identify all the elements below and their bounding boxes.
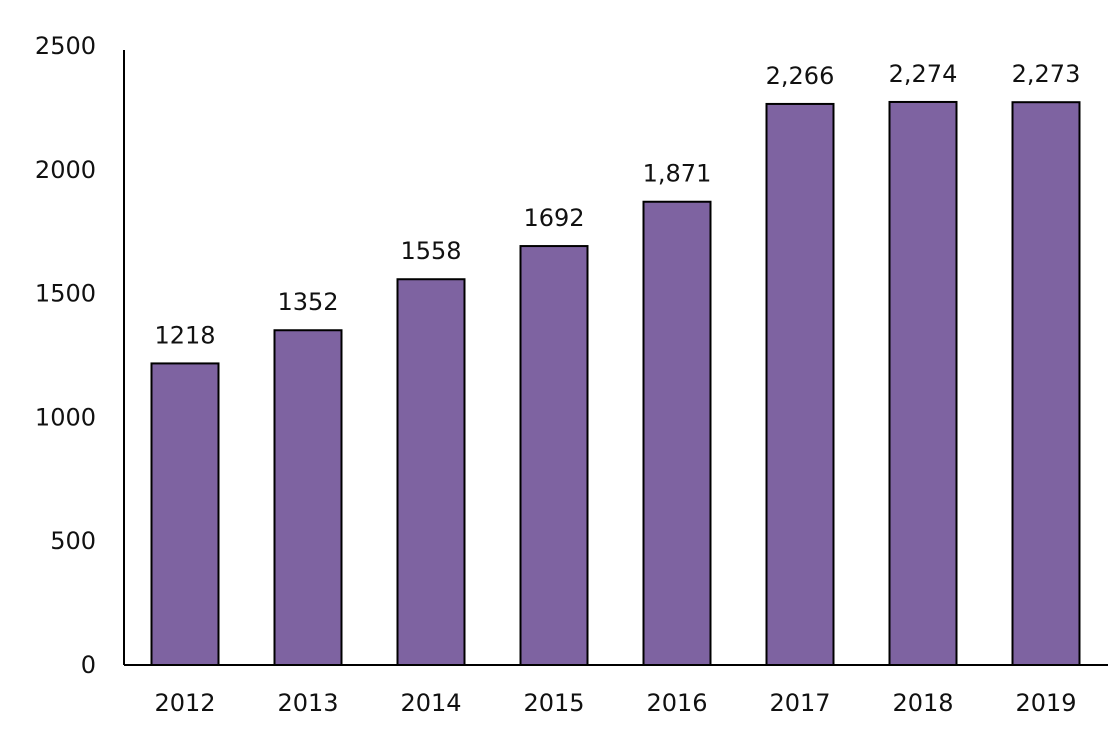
x-tick-label-2015: 2015 [523,689,584,717]
data-label-2012: 1218 [154,321,215,349]
y-tick-label: 1500 [35,280,96,308]
x-tick-label-2014: 2014 [400,689,461,717]
data-label-2019: 2,273 [1012,60,1081,88]
data-label-2014: 1558 [400,237,461,265]
bar-2018 [888,100,958,667]
y-tick-label: 2000 [35,156,96,184]
bar-2014 [396,278,466,666]
data-labels-group: 1218 1352 1558 1692 1,871 2,266 2,274 2,273 [154,60,1080,349]
x-tick-label-2017: 2017 [769,689,830,717]
x-tick-label-2018: 2018 [892,689,953,717]
bar-2017 [765,102,835,666]
bar-2012 [150,362,220,666]
bar-2019 [1011,101,1081,666]
data-label-2016: 1,871 [643,160,712,188]
y-tick-label: 0 [81,651,96,679]
bar-2013 [273,329,343,666]
bar-2015 [519,245,589,667]
data-label-2018: 2,274 [889,60,958,88]
bar-2016 [642,200,712,667]
x-tick-label-2013: 2013 [277,689,338,717]
data-label-2017: 2,266 [766,62,835,90]
x-tick-label-2012: 2012 [154,689,215,717]
y-tick-label: 2500 [35,32,96,60]
bars-group [150,100,1081,667]
x-tick-label-2016: 2016 [646,689,707,717]
data-label-2015: 1692 [523,204,584,232]
y-tick-label: 500 [50,527,96,555]
data-label-2013: 1352 [277,288,338,316]
y-tick-label: 1000 [35,403,96,431]
x-tick-label-2019: 2019 [1015,689,1076,717]
y-axis-ticks: 0 500 1000 1500 2000 2500 [35,32,96,679]
x-axis-ticks: 2012 2013 2014 2015 2016 2017 2018 2019 [154,689,1076,717]
